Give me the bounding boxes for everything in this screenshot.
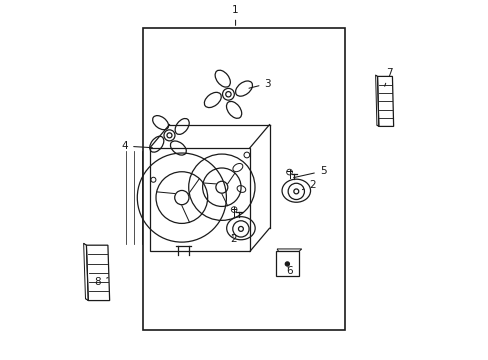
Text: 4: 4 [122, 141, 152, 151]
Text: 6: 6 [285, 266, 292, 276]
Text: 8: 8 [95, 277, 108, 287]
Text: 5: 5 [293, 166, 325, 177]
Bar [275, 251, 298, 276]
Text: 2: 2 [302, 180, 315, 190]
Bar [142, 28, 344, 330]
Circle shape [285, 262, 289, 266]
Text: 2: 2 [230, 234, 237, 244]
Text: 7: 7 [384, 68, 392, 86]
Text: 1: 1 [232, 5, 239, 26]
Text: 3: 3 [248, 78, 270, 89]
